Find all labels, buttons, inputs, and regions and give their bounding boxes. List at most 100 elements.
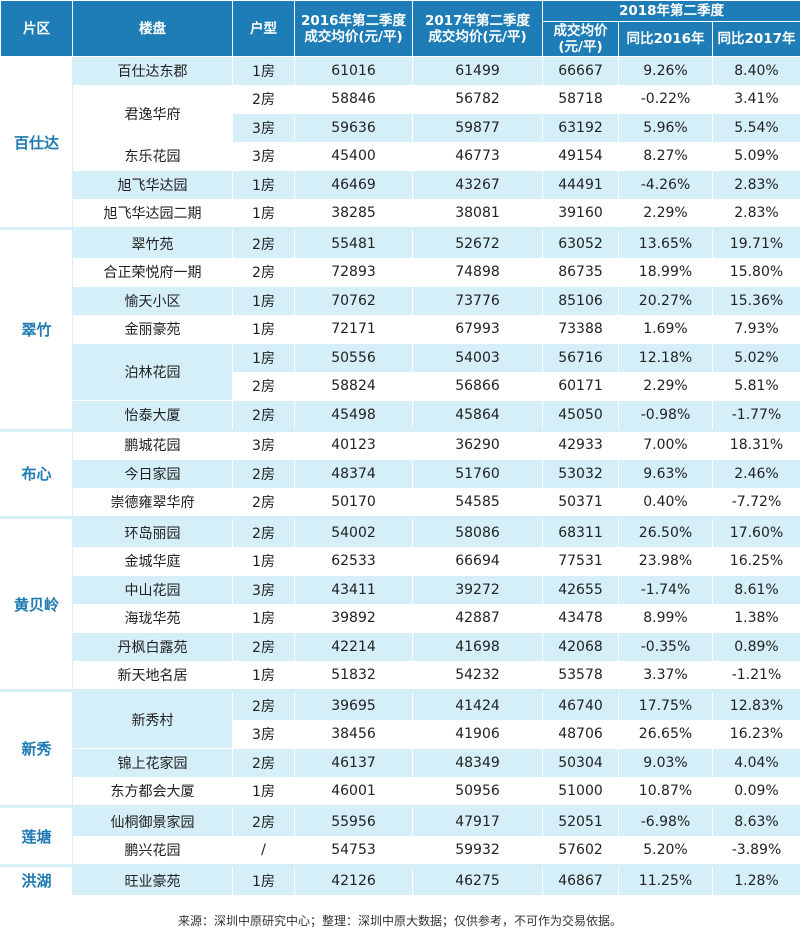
yoy-2016-cell: 3.37% bbox=[618, 660, 713, 691]
price-2018-cell: 45050 bbox=[542, 400, 619, 431]
price-2017-cell: 52672 bbox=[412, 227, 543, 259]
unit-type-cell: 2房 bbox=[232, 227, 295, 259]
unit-type-cell: 1房 bbox=[232, 660, 295, 691]
estate-name-cell: 旭飞华达园 bbox=[72, 170, 233, 200]
yoy-2016-cell: 2.29% bbox=[618, 371, 713, 401]
price-2016-cell: 45498 bbox=[294, 400, 413, 431]
yoy-2016-cell: -0.98% bbox=[618, 400, 713, 431]
estate-name-cell: 旺业豪苑 bbox=[72, 864, 233, 896]
price-2018-cell: 73388 bbox=[542, 314, 619, 344]
yoy-2016-cell: 5.96% bbox=[618, 113, 713, 143]
yoy-2016-cell: -1.74% bbox=[618, 575, 713, 605]
estate-name-cell: 中山花园 bbox=[72, 575, 233, 605]
price-table: 片区 楼盘 户型 2016年第二季度 成交均价(元/平) 2017年第二季度 成… bbox=[0, 0, 800, 896]
header-unit: 户型 bbox=[232, 0, 295, 57]
table-row: 鹏兴花园/54753 59932 57602 5.20% -3.89% bbox=[1, 835, 800, 866]
unit-type-cell: 2房 bbox=[232, 257, 295, 287]
price-2018-cell: 49154 bbox=[542, 141, 619, 171]
yoy-2016-cell: 10.87% bbox=[618, 776, 713, 807]
price-2016-cell: 46469 bbox=[294, 170, 413, 200]
yoy-2017-cell: 1.38% bbox=[712, 603, 800, 633]
yoy-2016-cell: 11.25% bbox=[618, 864, 713, 896]
price-2017-cell: 66694 bbox=[412, 546, 543, 576]
table-row: 3房 38456 41906 48706 26.65% 16.23% bbox=[1, 719, 800, 749]
price-2018-cell: 50304 bbox=[542, 748, 619, 778]
price-2016-cell: 39695 bbox=[294, 689, 413, 721]
yoy-2016-cell: 23.98% bbox=[618, 546, 713, 576]
unit-type-cell: 2房 bbox=[232, 459, 295, 489]
estate-name-cell: 翠竹苑 bbox=[72, 227, 233, 259]
table-row: 布心 鹏城花园 3房 40123 36290 42933 7.00% 18.31% bbox=[0, 428, 800, 518]
district-cell: 翠竹 bbox=[0, 227, 73, 431]
yoy-2016-cell: 2.29% bbox=[618, 198, 713, 229]
table-row: 洪湖 旺业豪苑 1房 42126 46275 46867 11.25% 1.28% bbox=[0, 864, 800, 896]
price-2017-cell: 41906 bbox=[412, 719, 543, 749]
district-cell: 黄贝岭 bbox=[0, 516, 73, 691]
unit-type-cell: / bbox=[232, 835, 295, 866]
price-2017-cell: 36290 bbox=[412, 428, 543, 460]
district-cell: 洪湖 bbox=[0, 864, 73, 896]
yoy-2017-cell: 12.83% bbox=[712, 689, 800, 721]
price-2018-cell: 63192 bbox=[542, 113, 619, 143]
price-2018-cell: 53578 bbox=[542, 660, 619, 691]
header-yoy-2016: 同比2016年 bbox=[618, 21, 713, 57]
estate-name-cell: 鹏城花园 bbox=[72, 428, 233, 460]
price-2017-cell: 67993 bbox=[412, 314, 543, 344]
estate-name-cell: 新天地名居 bbox=[72, 660, 233, 691]
estate-name-cell: 今日家园 bbox=[72, 459, 233, 489]
table-row: 崇德雍翠华府 2房 50170 54585 50371 0.40% -7.72% bbox=[1, 487, 800, 518]
estate-name-cell: 海珑华苑 bbox=[72, 603, 233, 633]
price-2017-cell: 45864 bbox=[412, 400, 543, 431]
header-2018-price: 成交均价 (元/平) bbox=[542, 21, 619, 57]
price-2017-cell: 58086 bbox=[412, 516, 543, 548]
table-row: 锦上花家园 2房 46137 48349 50304 9.03% 4.04% bbox=[1, 748, 800, 778]
unit-type-cell: 1房 bbox=[232, 864, 295, 896]
yoy-2016-cell: 8.99% bbox=[618, 603, 713, 633]
district-cell: 布心 bbox=[0, 428, 73, 518]
price-2018-cell: 43478 bbox=[542, 603, 619, 633]
estate-name-cell: 锦上花家园 bbox=[72, 748, 233, 778]
price-2016-cell: 38456 bbox=[294, 719, 413, 749]
unit-type-cell: 1房 bbox=[232, 546, 295, 576]
table-row: 金丽豪苑 1房 72171 67993 73388 1.69% 7.93% bbox=[1, 314, 800, 344]
yoy-2016-cell: 7.00% bbox=[618, 428, 713, 460]
yoy-2016-cell: 26.65% bbox=[618, 719, 713, 749]
price-2017-cell: 46275 bbox=[412, 864, 543, 896]
table-row: 今日家园 2房 48374 51760 53032 9.63% 2.46% bbox=[1, 459, 800, 489]
table-row: 翠竹 翠竹苑 2房 55481 52672 63052 13.65% 19.71% bbox=[0, 227, 800, 431]
district-cell: 莲塘 bbox=[0, 805, 73, 866]
estate-name-cell: 金丽豪苑 bbox=[72, 314, 233, 344]
estate-name-cell: 君逸华府 bbox=[72, 84, 233, 143]
price-2016-cell: 46137 bbox=[294, 748, 413, 778]
price-2018-cell: 77531 bbox=[542, 546, 619, 576]
price-2016-cell: 50556 bbox=[294, 343, 413, 373]
yoy-2017-cell: 0.09% bbox=[712, 776, 800, 807]
estate-name-cell: 环岛丽园 bbox=[72, 516, 233, 548]
price-2017-cell: 43267 bbox=[412, 170, 543, 200]
price-2017-cell: 73776 bbox=[412, 286, 543, 316]
table-row: 合正荣悦府一期 2房 72893 74898 86735 18.99% 15.80% bbox=[1, 257, 800, 287]
price-2017-cell: 54585 bbox=[412, 487, 543, 518]
yoy-2017-cell: 5.02% bbox=[712, 343, 800, 373]
district-cell: 百仕达 bbox=[0, 56, 73, 229]
yoy-2016-cell: 1.69% bbox=[618, 314, 713, 344]
price-2016-cell: 72171 bbox=[294, 314, 413, 344]
table-row: 金城华庭 1房 62533 66694 77531 23.98% 16.25% bbox=[1, 546, 800, 576]
price-2016-cell: 39892 bbox=[294, 603, 413, 633]
estate-name-cell: 愉天小区 bbox=[72, 286, 233, 316]
yoy-2017-cell: 0.89% bbox=[712, 632, 800, 662]
price-2017-cell: 41698 bbox=[412, 632, 543, 662]
unit-type-cell: 2房 bbox=[232, 487, 295, 518]
price-2017-cell: 59932 bbox=[412, 835, 543, 866]
yoy-2017-cell: 15.80% bbox=[712, 257, 800, 287]
price-2017-cell: 59877 bbox=[412, 113, 543, 143]
yoy-2017-cell: -1.77% bbox=[712, 400, 800, 431]
unit-type-cell: 2房 bbox=[232, 516, 295, 548]
price-2016-cell: 50170 bbox=[294, 487, 413, 518]
price-2018-cell: 44491 bbox=[542, 170, 619, 200]
yoy-2016-cell: 5.20% bbox=[618, 835, 713, 866]
table-row: 旭飞华达园二期 1房 38285 38081 39160 2.29% 2.83% bbox=[1, 198, 800, 229]
yoy-2017-cell: 5.81% bbox=[712, 371, 800, 401]
price-2016-cell: 62533 bbox=[294, 546, 413, 576]
